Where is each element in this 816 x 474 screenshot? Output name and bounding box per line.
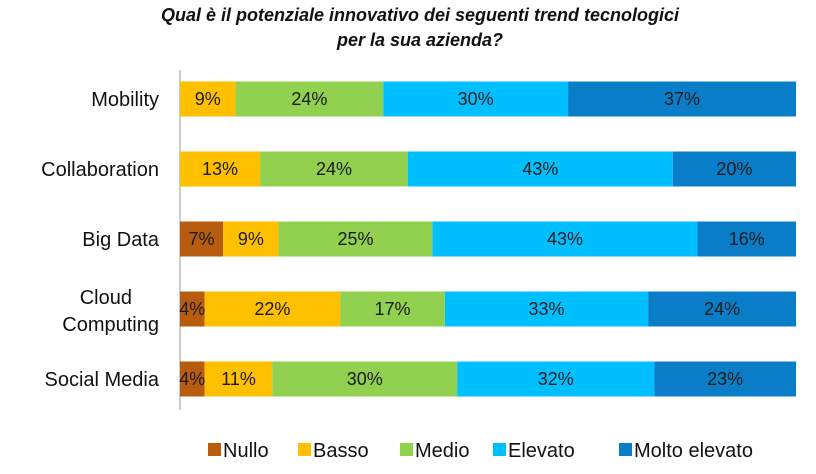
data-label-cloud-computing-basso: 22%	[254, 299, 290, 319]
chart-title: Qual è il potenziale innovativo dei segu…	[161, 5, 680, 50]
bar-mobility-basso	[180, 81, 236, 117]
data-label-mobility-basso: 9%	[195, 89, 221, 109]
data-label-social-media-elevato: 32%	[538, 369, 574, 389]
bar-social-media-basso	[204, 361, 273, 397]
data-label-collaboration-molto-elevato: 20%	[716, 159, 752, 179]
data-label-big-data-molto-elevato: 16%	[729, 229, 765, 249]
category-label-social-media: Social Media	[44, 369, 159, 391]
bar-big-data-molto-elevato	[697, 221, 796, 257]
legend-label-elevato: Elevato	[508, 440, 575, 462]
bar-big-data-elevato	[432, 221, 698, 257]
data-label-big-data-nullo: 7%	[189, 229, 215, 249]
legend-item-elevato: Elevato	[493, 440, 575, 462]
bar-cloud-computing-basso	[204, 291, 341, 327]
bar-big-data-basso	[223, 221, 279, 257]
data-label-cloud-computing-molto-elevato: 24%	[704, 299, 740, 319]
data-label-big-data-medio: 25%	[338, 229, 374, 249]
category-label-collaboration: Collaboration	[41, 159, 159, 181]
data-label-social-media-molto-elevato: 23%	[707, 369, 743, 389]
bar-mobility-molto-elevato	[568, 81, 796, 117]
data-label-cloud-computing-nullo: 4%	[179, 299, 205, 319]
bar-cloud-computing-medio	[340, 291, 445, 327]
bar-social-media-molto-elevato	[654, 361, 796, 397]
bar-cloud-computing-nullo	[180, 291, 205, 327]
legend-item-nullo: Nullo	[208, 440, 269, 462]
legend-item-molto-elevato: Molto elevato	[619, 440, 753, 462]
legend-swatch-medio	[400, 443, 413, 456]
data-label-collaboration-basso: 13%	[202, 159, 238, 179]
bar-cloud-computing-elevato	[444, 291, 649, 327]
data-label-mobility-medio: 24%	[291, 89, 327, 109]
data-label-big-data-basso: 9%	[238, 229, 264, 249]
data-label-mobility-molto-elevato: 37%	[664, 89, 700, 109]
chart-title-line-2: per la sua azienda?	[336, 30, 503, 50]
data-label-cloud-computing-medio: 17%	[375, 299, 411, 319]
bar-big-data-nullo	[180, 221, 224, 257]
bar-collaboration-medio	[260, 151, 408, 187]
legend-label-nullo: Nullo	[223, 440, 269, 462]
category-label-mobility: Mobility	[91, 89, 159, 111]
data-label-social-media-nullo: 4%	[179, 369, 205, 389]
data-label-big-data-elevato: 43%	[547, 229, 583, 249]
legend-label-molto-elevato: Molto elevato	[634, 440, 753, 462]
bars-group: 9% 24% 30% 37% 13% 24% 43% 20% 7% 9% 25% 43% 16% 4% 22…	[179, 81, 796, 397]
data-label-collaboration-elevato: 43%	[522, 159, 558, 179]
chart-title-line-1: Qual è il potenziale innovativo dei segu…	[161, 5, 680, 25]
data-label-collaboration-medio: 24%	[316, 159, 352, 179]
legend-swatch-elevato	[493, 443, 506, 456]
bar-social-media-nullo	[180, 361, 205, 397]
legend-swatch-basso	[298, 443, 311, 456]
legend-item-medio: Medio	[400, 440, 469, 462]
bar-big-data-medio	[278, 221, 433, 257]
bar-cloud-computing-molto-elevato	[648, 291, 796, 327]
bar-collaboration-elevato	[407, 151, 673, 187]
bar-collaboration-basso	[180, 151, 261, 187]
legend-swatch-nullo	[208, 443, 221, 456]
bar-collaboration-molto-elevato	[672, 151, 796, 187]
data-label-social-media-basso: 11%	[221, 369, 256, 389]
legend: Nullo Basso Medio Elevato Molto elevato	[208, 440, 753, 462]
data-label-mobility-elevato: 30%	[458, 89, 494, 109]
legend-label-basso: Basso	[313, 440, 369, 462]
bar-mobility-medio	[235, 81, 384, 117]
legend-label-medio: Medio	[415, 440, 469, 462]
bar-mobility-elevato	[383, 81, 569, 117]
category-labels: Mobility Collaboration Big Data Cloud Comput…	[41, 89, 160, 391]
bar-social-media-medio	[272, 361, 458, 397]
category-label-big-data: Big Data	[82, 229, 160, 251]
category-label-cloud-computing: Cloud Computing	[62, 287, 159, 336]
data-label-social-media-medio: 30%	[347, 369, 383, 389]
bar-social-media-elevato	[457, 361, 655, 397]
legend-item-basso: Basso	[298, 440, 369, 462]
data-label-cloud-computing-elevato: 33%	[529, 299, 565, 319]
legend-swatch-molto-elevato	[619, 443, 632, 456]
